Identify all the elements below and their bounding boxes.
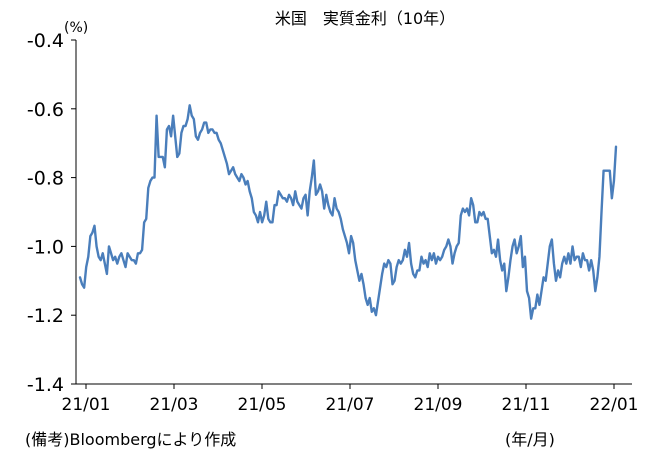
- y-tick-label: -0.4: [27, 30, 64, 52]
- x-tick-label: 21/09: [414, 395, 463, 415]
- y-tick-label: -0.8: [27, 168, 64, 190]
- x-tick-label: 21/05: [238, 395, 287, 415]
- y-tick-label: -1.2: [27, 305, 64, 327]
- x-axis-label: (年/月): [505, 430, 555, 449]
- x-tick-label: 22/01: [590, 395, 639, 415]
- y-tick-label: -1.0: [27, 236, 64, 258]
- y-tick-label: -0.6: [27, 99, 64, 121]
- x-tick-label: 21/11: [502, 395, 551, 415]
- y-tick-label: -1.4: [27, 374, 64, 396]
- x-axis-ticks: 21/01 21/03 21/05 21/07 21/09 21/11 22/01: [62, 384, 639, 415]
- series-line: [78, 104, 618, 320]
- x-tick-label: 21/01: [62, 395, 111, 415]
- y-axis-ticks: -0.4 -0.6 -0.8 -1.0 -1.2 -1.4: [27, 30, 76, 396]
- plot-area: [75, 40, 632, 385]
- source-note: (備考)Bloombergにより作成: [25, 430, 236, 449]
- chart-title: 米国 実質金利（10年）: [275, 9, 455, 28]
- x-tick-label: 21/03: [150, 395, 199, 415]
- y-unit-label: (%): [64, 20, 88, 36]
- x-tick-label: 21/07: [326, 395, 375, 415]
